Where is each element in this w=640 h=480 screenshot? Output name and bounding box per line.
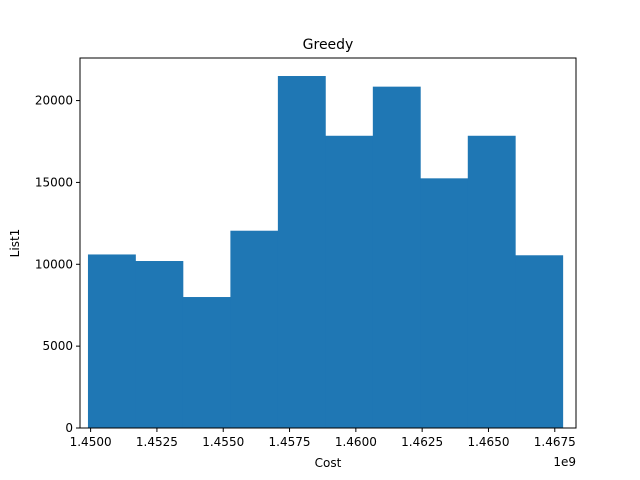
x-tick-label: 1.4625	[401, 435, 443, 449]
x-tick-label: 1.4650	[467, 435, 509, 449]
histogram-bar	[515, 255, 564, 428]
y-tick-label: 10000	[35, 257, 73, 271]
y-axis-label: List1	[8, 229, 22, 258]
x-tick-label: 1.4675	[534, 435, 576, 449]
histogram-bar	[230, 230, 279, 428]
plot-frame	[79, 57, 577, 429]
bars-group	[87, 76, 564, 428]
histogram-bar	[325, 135, 374, 428]
y-tick-label: 5000	[42, 339, 73, 353]
histogram-bar	[182, 297, 231, 428]
y-tick-label: 0	[65, 421, 73, 435]
x-axis-label: Cost	[315, 456, 342, 470]
histogram-bar	[87, 254, 136, 428]
x-axis-offset-label: 1e9	[553, 455, 576, 469]
x-tick-label: 1.4500	[70, 435, 112, 449]
histogram-bar	[420, 178, 469, 428]
histogram-bar	[467, 135, 516, 428]
histogram-bar	[135, 261, 184, 428]
y-axis-ticks: 0 5000 10000 15000 20000	[35, 94, 80, 435]
histogram-bar	[277, 76, 326, 428]
x-tick-label: 1.4600	[335, 435, 377, 449]
y-tick-label: 15000	[35, 175, 73, 189]
x-tick-label: 1.4550	[202, 435, 244, 449]
chart-title: Greedy	[303, 37, 354, 53]
y-tick-label: 20000	[35, 94, 73, 108]
histogram-bar	[372, 86, 421, 428]
x-tick-label: 1.4575	[269, 435, 311, 449]
x-tick-label: 1.4525	[136, 435, 178, 449]
x-axis-ticks: 1.4500 1.4525 1.4550 1.4575 1.4600 1.4625 1.46…	[70, 428, 576, 449]
